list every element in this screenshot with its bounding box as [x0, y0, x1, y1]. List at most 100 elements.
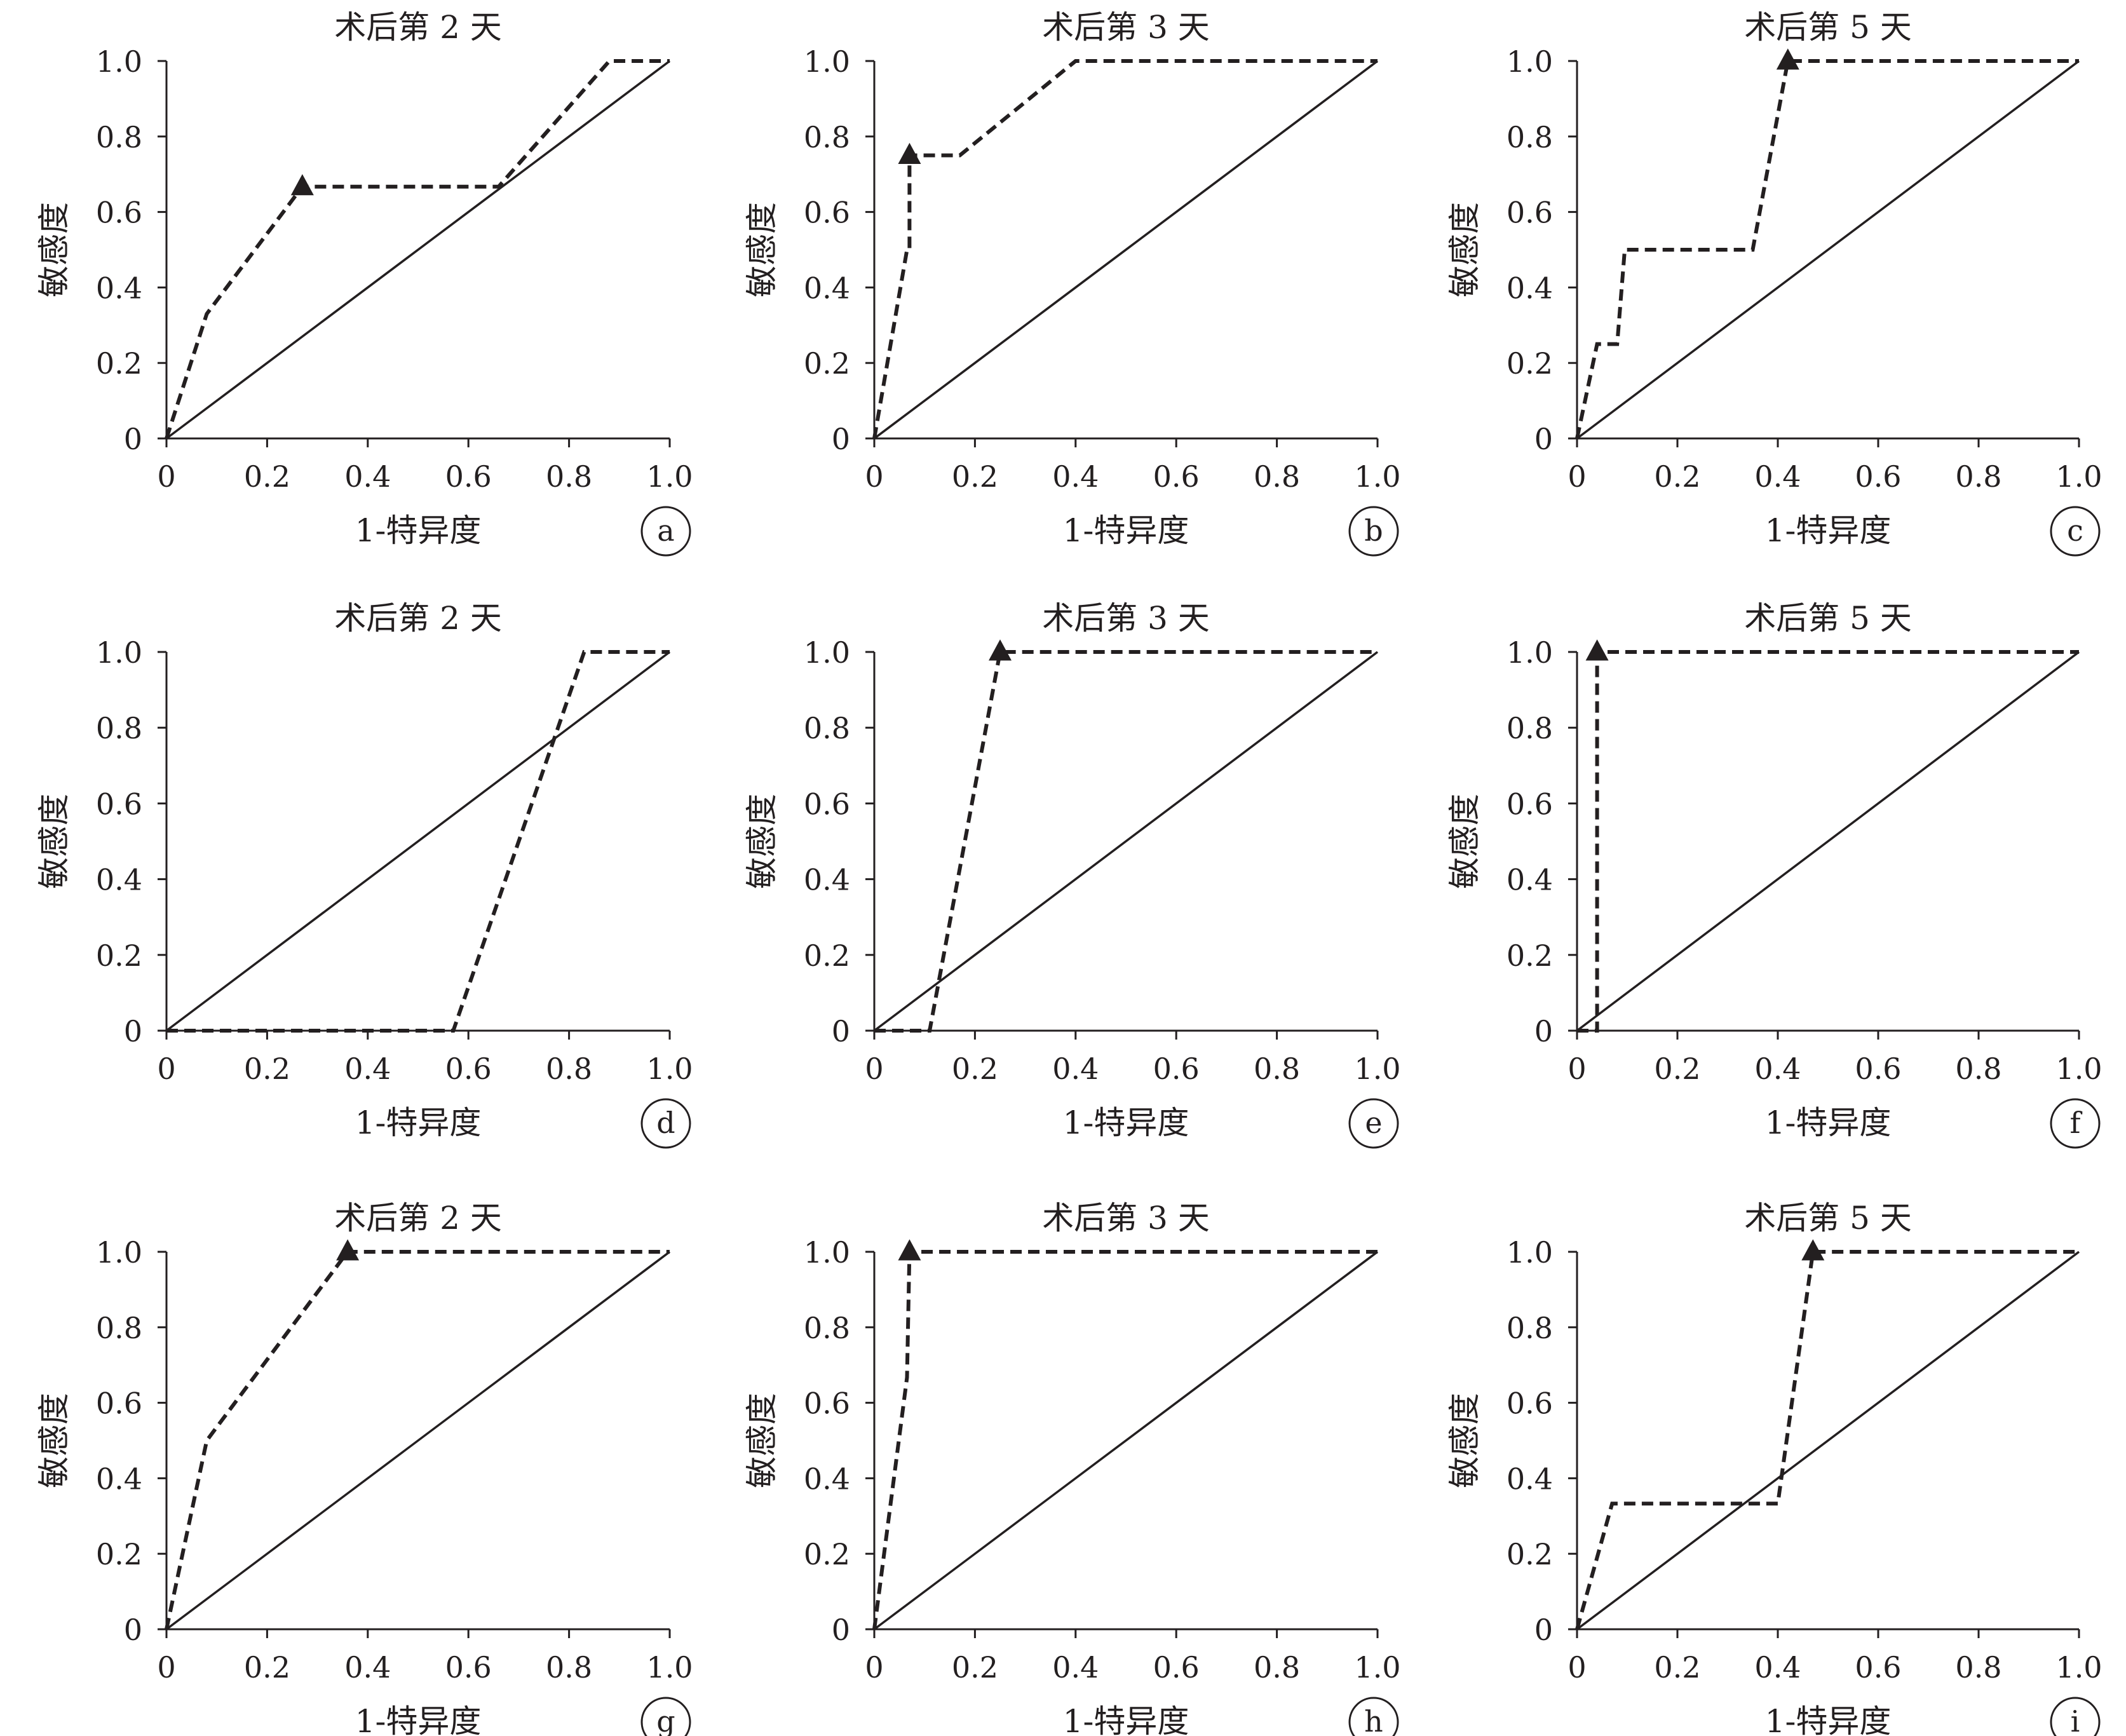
x-axis-label: 1-特异度	[1765, 512, 1892, 549]
y-tick-label: 0.2	[1506, 1537, 1553, 1571]
y-tick-label: 0.4	[1506, 1461, 1553, 1496]
y-tick-label: 1.0	[804, 635, 850, 670]
panel-label-circle	[2050, 1098, 2101, 1149]
x-tick-label: 0.4	[344, 459, 391, 494]
y-tick-label: 0.6	[804, 787, 850, 821]
x-axis-label: 1-特异度	[1063, 512, 1189, 549]
panel-title: 术后第 5 天	[1744, 1200, 1912, 1237]
x-tick-label: 0	[865, 1650, 883, 1685]
y-axis-label: 敏感度	[743, 1393, 780, 1488]
panel-label-circle	[2050, 506, 2101, 557]
reference-line	[165, 1251, 671, 1631]
panel-title: 术后第 3 天	[1042, 1200, 1210, 1237]
x-tick-label: 0	[157, 1650, 175, 1685]
reference-line	[1576, 60, 2080, 440]
y-tick-label: 0.6	[804, 196, 850, 230]
panel-title: 术后第 2 天	[334, 9, 502, 46]
x-tick-label: 1.0	[646, 1052, 693, 1086]
y-tick-label: 0.4	[96, 863, 142, 897]
y-axis-label: 敏感度	[36, 794, 72, 889]
x-tick-label: 1.0	[1354, 1052, 1400, 1086]
panel-label: g	[656, 1704, 675, 1736]
panel-label: d	[656, 1106, 675, 1140]
panel-label-circle	[640, 506, 691, 557]
x-tick-label: 0.8	[1955, 1650, 2001, 1685]
x-tick-label: 0	[1567, 1052, 1586, 1086]
y-tick-label: 1.0	[1506, 635, 1553, 670]
y-tick-label: 1.0	[804, 44, 850, 79]
x-tick-label: 0.2	[952, 1650, 998, 1685]
y-axis-label: 敏感度	[1446, 202, 1483, 297]
x-axis-label: 1-特异度	[1765, 1104, 1892, 1141]
x-tick-label: 0.4	[1052, 1052, 1099, 1086]
x-tick-label: 1.0	[646, 1650, 693, 1685]
y-tick-label: 0	[1534, 1613, 1553, 1647]
roc-panel-h: 术后第 3 天 00 0.2 0.2 0.4 0.4 0.6 0.6 0.8 0.8 1.0 1.0 敏…	[743, 1200, 1401, 1736]
y-tick-label: 0.6	[1506, 1387, 1553, 1421]
x-tick-label: 1.0	[2055, 1052, 2102, 1086]
y-tick-label: 1.0	[96, 635, 142, 670]
panel-label-circle	[640, 1697, 691, 1736]
panel-label-circle	[1348, 506, 1399, 557]
x-tick-label: 0.6	[445, 1052, 492, 1086]
panel-title: 术后第 3 天	[1042, 600, 1210, 637]
y-tick-label: 1.0	[96, 44, 142, 79]
panel-label: h	[1364, 1704, 1383, 1736]
x-tick-label: 0.8	[1254, 1052, 1300, 1086]
x-axis-label: 1-特异度	[1063, 1703, 1189, 1736]
y-axis-label: 敏感度	[36, 202, 72, 297]
roc-panel-a: 术后第 2 天 00 0.2 0.2 0.4 0.4 0.6 0.6 0.8 0.8 1.0 1.0 敏…	[36, 9, 693, 557]
y-tick-label: 0.6	[96, 196, 142, 230]
x-axis-label: 1-特异度	[1063, 1104, 1189, 1141]
x-tick-label: 0	[157, 459, 175, 494]
y-tick-label: 0.8	[96, 1311, 142, 1345]
y-tick-label: 1.0	[1506, 44, 1553, 79]
x-tick-label: 0.6	[445, 459, 492, 494]
reference-line	[873, 60, 1379, 440]
roc-panel-f: 术后第 5 天 00 0.2 0.2 0.4 0.4 0.6 0.6 0.8 0.8 1.0 1.0 敏…	[1446, 600, 2102, 1149]
y-tick-label: 0.8	[96, 711, 142, 745]
x-tick-label: 0.4	[1754, 1650, 1801, 1685]
x-tick-label: 0.4	[1754, 1052, 1801, 1086]
y-tick-label: 0.4	[804, 863, 850, 897]
x-tick-label: 0.4	[1052, 459, 1099, 494]
reference-line	[873, 1251, 1379, 1631]
x-tick-label: 0	[865, 1052, 883, 1086]
x-axis-label: 1-特异度	[355, 512, 482, 549]
optimal-cutoff-marker	[1776, 48, 1799, 70]
y-tick-label: 0.2	[96, 939, 142, 973]
roc-curve	[1575, 59, 2079, 439]
y-tick-label: 0.8	[1506, 1311, 1553, 1345]
y-tick-label: 0.6	[96, 1387, 142, 1421]
y-tick-label: 0.2	[804, 1537, 850, 1571]
y-tick-label: 0	[832, 1014, 850, 1048]
y-tick-label: 0.4	[804, 271, 850, 305]
panel-label: b	[1364, 513, 1383, 548]
y-tick-label: 0.8	[1506, 120, 1553, 154]
y-tick-label: 0.8	[1506, 711, 1553, 745]
y-tick-label: 0	[1534, 1014, 1553, 1048]
x-axis-label: 1-特异度	[355, 1703, 482, 1736]
x-tick-label: 0	[1567, 459, 1586, 494]
y-tick-label: 0.4	[804, 1461, 850, 1496]
y-tick-label: 0	[832, 422, 850, 456]
x-tick-label: 0.6	[1153, 459, 1200, 494]
x-tick-label: 0	[865, 459, 883, 494]
y-tick-label: 0.2	[804, 939, 850, 973]
y-tick-label: 0.4	[1506, 271, 1553, 305]
x-tick-label: 0.2	[244, 459, 290, 494]
panel-title: 术后第 2 天	[334, 600, 502, 637]
roc-panel-c: 术后第 5 天 00 0.2 0.2 0.4 0.4 0.6 0.6 0.8 0.8 1.0 1.0 敏…	[1446, 9, 2102, 557]
y-tick-label: 0.4	[96, 271, 142, 305]
optimal-cutoff-marker	[898, 142, 921, 164]
panel-title: 术后第 5 天	[1744, 600, 1912, 637]
reference-line	[1576, 1251, 2080, 1631]
x-tick-label: 0.8	[1955, 1052, 2001, 1086]
y-tick-label: 0.6	[96, 787, 142, 821]
panel-label-circle	[640, 1098, 691, 1149]
y-tick-label: 0	[124, 422, 142, 456]
y-tick-label: 0	[832, 1613, 850, 1647]
x-tick-label: 0.6	[1153, 1052, 1200, 1086]
panel-label: i	[2071, 1704, 2080, 1736]
